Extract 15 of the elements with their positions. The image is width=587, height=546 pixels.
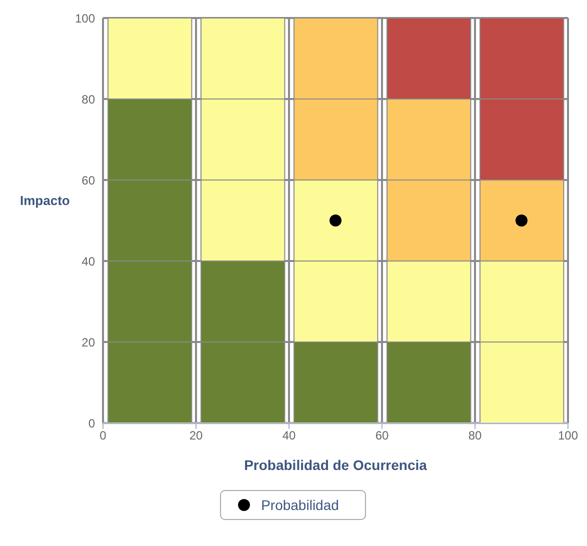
y-tick-label: 40 xyxy=(82,254,96,268)
y-tick-label: 20 xyxy=(82,335,96,350)
x-tick-label: 0 xyxy=(100,428,107,443)
y-tick-label: 60 xyxy=(82,173,96,188)
y-tick-label: 0 xyxy=(88,416,96,430)
x-axis-title: Probabilidad de Ocurrencia xyxy=(244,457,428,473)
legend-label: Probabilidad xyxy=(261,497,339,513)
x-tick-label: 100 xyxy=(558,428,578,443)
y-axis-title: Impacto xyxy=(20,192,70,208)
y-tick-label: 80 xyxy=(82,92,96,106)
y-tick-label: 100 xyxy=(74,11,96,26)
x-tick-label: 60 xyxy=(375,428,389,443)
x-tick-label: 20 xyxy=(189,428,203,443)
x-tick-label: 80 xyxy=(468,428,482,443)
x-tick-label: 40 xyxy=(282,428,296,443)
